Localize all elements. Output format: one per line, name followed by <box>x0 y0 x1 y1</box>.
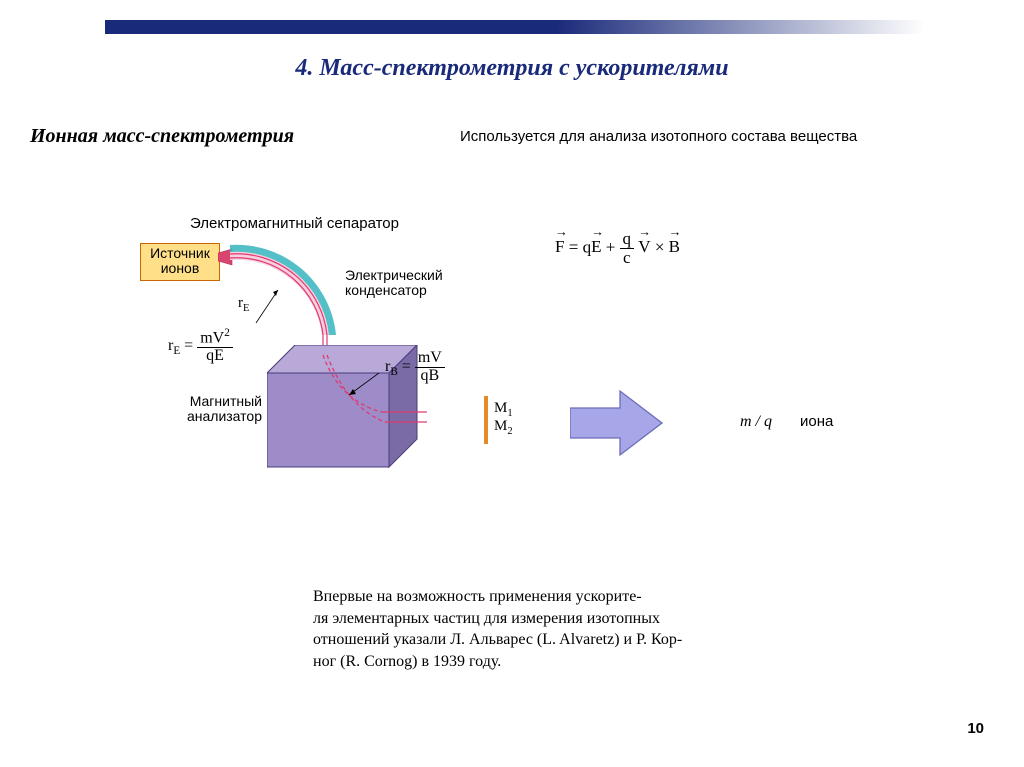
ratio-mq: m / q <box>740 413 772 431</box>
formula-rE: rE = mV2 qE <box>168 328 233 365</box>
result-arrow-icon <box>570 388 665 458</box>
magnet-label: Магнитныйанализатор <box>178 394 262 425</box>
subtitle: Ионная масс-спектрометрия <box>30 125 294 148</box>
ion-source-label: Источникионов <box>150 245 210 276</box>
separator-label: Электромагнитный сепаратор <box>190 215 399 232</box>
label-M2: M2 <box>494 418 513 437</box>
top-bar <box>105 20 925 34</box>
page-title: 4. Масс-спектрометрия с ускорителями <box>0 55 1024 82</box>
detector-plate <box>484 396 488 444</box>
description-text: Используется для анализа изотопного сост… <box>460 128 857 145</box>
ion-source-box: Источникионов <box>140 243 220 281</box>
page-number: 10 <box>967 720 984 737</box>
ion-word: иона <box>800 413 833 430</box>
capacitor-label: Электрическийконденсатор <box>345 268 443 299</box>
label-M1: M1 <box>494 400 513 419</box>
formula-rB: rB = mV qB <box>385 350 445 385</box>
formula-lorentz: F = qE + qc V × B <box>555 230 680 267</box>
rE-symbol: rE <box>238 295 249 314</box>
footnote-text: Впервые на возможность применения ускори… <box>313 586 733 672</box>
